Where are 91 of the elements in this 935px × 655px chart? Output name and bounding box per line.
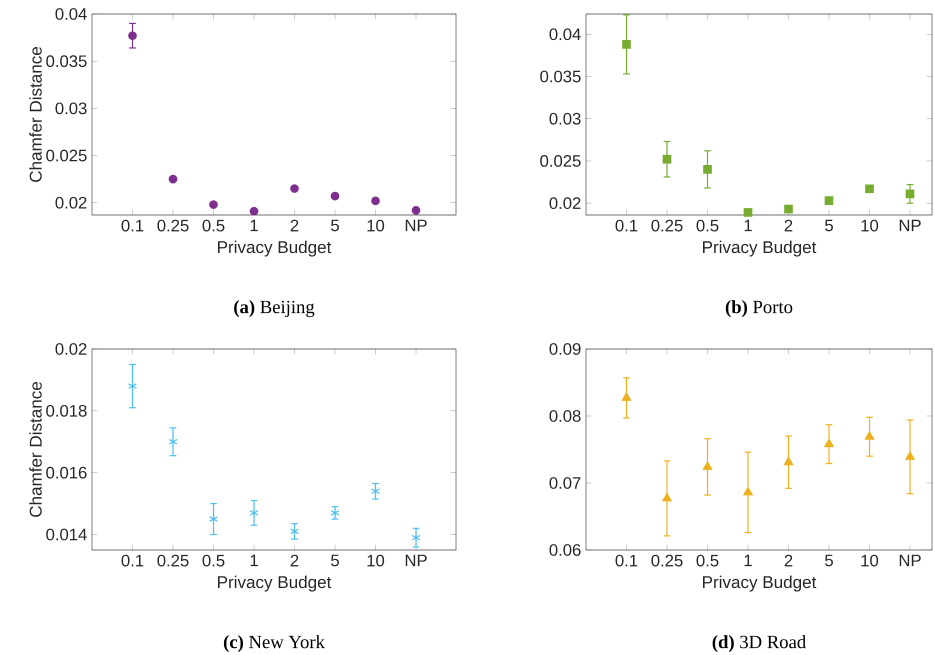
point (702, 462, 712, 470)
x-tick-label: 0.25 (651, 220, 683, 232)
y-tick-label: 0.09 (550, 343, 581, 355)
point (865, 184, 874, 194)
x-tick-label: 5 (331, 220, 339, 232)
x-axis-title: Privacy Budget (218, 240, 332, 257)
x-tick-label: NP (406, 220, 427, 232)
x-tick-label: 1 (250, 220, 258, 232)
point (662, 492, 672, 502)
point (743, 486, 753, 496)
y-axis-title: Chamfer Distance (29, 46, 42, 182)
point (622, 392, 632, 401)
y-tick-label: 0.06 (550, 544, 581, 556)
x-tick-label: 0.5 (696, 220, 718, 232)
point (784, 204, 793, 214)
point (411, 532, 421, 543)
x-tick-label: 10 (862, 220, 878, 232)
x-tick-label: NP (900, 220, 921, 232)
x-tick-label: 0.1 (616, 554, 638, 566)
point (209, 200, 218, 209)
x-axis-title: Privacy Budget (703, 576, 816, 592)
y-tick-label: 0.018 (46, 404, 87, 417)
y-tick-label: 0.025 (46, 150, 87, 162)
point (662, 154, 672, 164)
x-tick-label: 0.5 (202, 554, 224, 566)
point (744, 208, 752, 217)
x-tick-label: 10 (862, 554, 878, 566)
x-tick-label: 10 (368, 554, 384, 566)
y-tick-label: 0.014 (46, 528, 87, 540)
point (290, 184, 299, 193)
y-tick-label: 0.08 (550, 410, 581, 422)
y-tick-label: 0.035 (540, 70, 581, 82)
y-tick-label: 0.07 (550, 477, 580, 489)
point (168, 436, 178, 447)
x-tick-label: 2 (784, 554, 792, 566)
text: (c) New York (224, 635, 325, 652)
y-tick-label: 0.025 (540, 155, 581, 167)
x-tick-label: NP (900, 554, 921, 566)
x-tick-label: 0.1 (122, 554, 144, 566)
point (250, 206, 258, 216)
x-tick-label: 2 (290, 220, 298, 232)
y-axis-title: Chamfer Distance (29, 382, 42, 517)
x-tick-label: 5 (331, 554, 339, 566)
x-tick-label: 5 (825, 220, 833, 232)
x-tick-label: 0.1 (122, 220, 144, 232)
x-tick-label: 0.25 (651, 554, 683, 566)
point (864, 431, 874, 440)
point (824, 196, 834, 205)
point (128, 31, 137, 40)
point (824, 438, 834, 448)
point (208, 514, 218, 524)
x-tick-label: 5 (825, 554, 833, 566)
y-tick-label: 0.04 (550, 28, 581, 40)
y-tick-label: 0.02 (56, 343, 86, 355)
x-tick-label: 0.5 (696, 554, 718, 566)
y-tick-label: 0.016 (46, 466, 87, 479)
y-tick-label: 0.035 (46, 55, 87, 68)
point (412, 206, 420, 215)
y-tick-label: 0.02 (56, 196, 86, 209)
point (330, 192, 340, 200)
point (905, 451, 915, 460)
point (906, 190, 914, 198)
y-tick-label: 0.03 (550, 112, 581, 125)
point (249, 508, 259, 518)
y-tick-label: 0.03 (56, 102, 87, 114)
point (622, 40, 631, 49)
x-axis-title: Privacy Budget (703, 240, 816, 257)
point (128, 380, 138, 392)
y-tick-label: 0.04 (56, 8, 87, 20)
x-tick-label: 10 (368, 220, 384, 232)
point (371, 196, 380, 206)
x-tick-label: 1 (250, 554, 258, 566)
point (168, 174, 178, 184)
x-tick-label: 0.25 (157, 554, 189, 566)
point (703, 165, 712, 174)
x-tick-label: 2 (290, 554, 298, 566)
x-tick-label: 0.1 (616, 220, 638, 232)
y-tick-label: 0.02 (550, 197, 580, 210)
text: (d) 3D Road (712, 635, 806, 652)
x-tick-label: 0.5 (202, 220, 224, 232)
point (784, 456, 794, 466)
x-axis-title: Privacy Budget (218, 576, 332, 592)
x-tick-label: 1 (744, 220, 752, 232)
x-tick-label: 0.25 (157, 220, 189, 232)
text: (b) Porto (726, 300, 792, 318)
point (290, 526, 300, 537)
x-tick-label: 2 (784, 220, 792, 232)
x-tick-label: 1 (744, 554, 752, 566)
x-tick-label: NP (406, 554, 427, 566)
point (370, 486, 380, 496)
text: (a) Beijing (234, 300, 314, 318)
